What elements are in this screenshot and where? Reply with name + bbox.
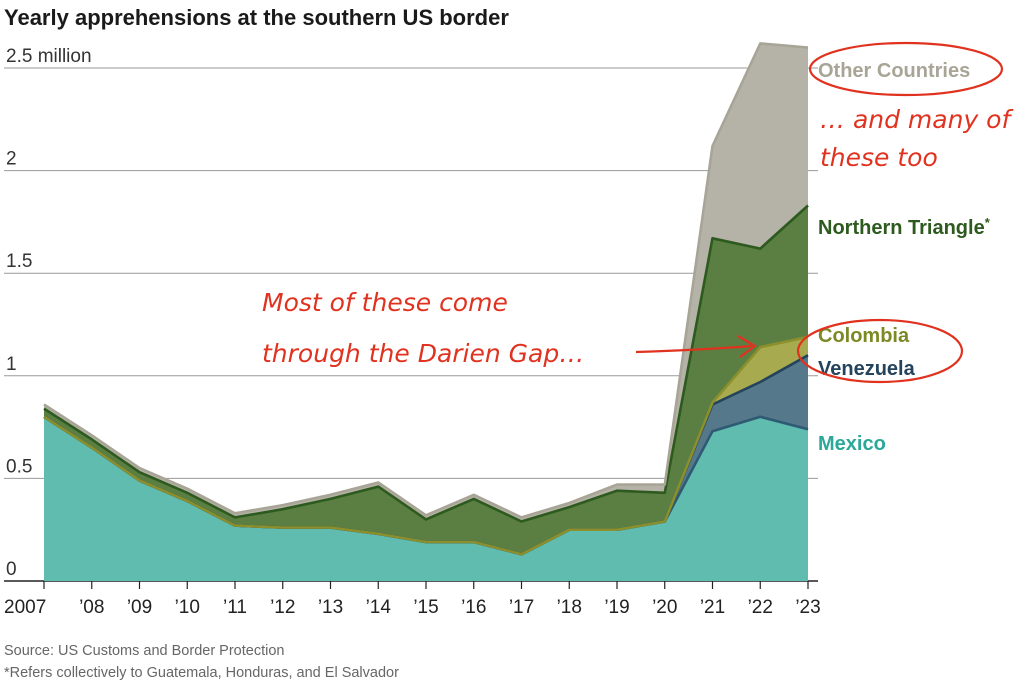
x-tick-label: ’12 bbox=[270, 597, 295, 618]
x-tick-label: ’23 bbox=[795, 597, 820, 618]
annotation-darien: Most of these come through the Darien Ga… bbox=[262, 288, 964, 384]
x-tick-label: ’10 bbox=[175, 597, 200, 618]
x-tick-label: ’17 bbox=[509, 597, 534, 618]
series-label-venezuela: Venezuela bbox=[818, 358, 916, 380]
series-label-northern-triangle: Northern Triangle* bbox=[818, 215, 991, 239]
stacked-areas bbox=[43, 42, 809, 581]
circle-other-countries bbox=[808, 41, 1004, 97]
x-tick-label: ’11 bbox=[223, 597, 247, 618]
x-tick-label: ’14 bbox=[366, 597, 392, 618]
series-label-mexico: Mexico bbox=[818, 433, 886, 455]
x-tick-label: ’22 bbox=[748, 597, 773, 618]
y-tick-label: 2.5 million bbox=[6, 46, 92, 67]
y-tick-label: 2 bbox=[6, 149, 17, 170]
footnote: *Refers collectively to Guatemala, Hondu… bbox=[4, 665, 399, 681]
arrow-head bbox=[737, 335, 757, 358]
x-tick-label: ’21 bbox=[700, 597, 725, 618]
note-darien-line-1: Most of these come bbox=[262, 288, 508, 317]
x-axis: 2007 ’08 ’09 ’10 ’11 ’12 ’13 ’14 ’15 ’16 ’17 ’18 ’19… bbox=[4, 581, 821, 618]
note-darien-line-2: through the Darien Gap… bbox=[262, 339, 584, 368]
x-tick-label: ’13 bbox=[318, 597, 343, 618]
x-tick-label: ’15 bbox=[413, 597, 438, 618]
y-tick-label: 1.5 bbox=[6, 251, 32, 272]
x-tick-label: ’20 bbox=[652, 597, 677, 618]
x-tick-label: ’19 bbox=[604, 597, 629, 618]
y-axis: 0 0.5 1 1.5 2 2.5 million bbox=[6, 46, 92, 580]
annotation-other: … and many of these too bbox=[808, 41, 1018, 172]
x-tick-label: ’08 bbox=[79, 597, 104, 618]
series-line-colombia bbox=[43, 335, 809, 556]
y-tick-label: 0 bbox=[6, 559, 17, 580]
source-note: Source: US Customs and Border Protection bbox=[4, 643, 284, 659]
series-labels: Other Countries Northern Triangle* Colombi… bbox=[818, 60, 991, 455]
area-mexico bbox=[44, 416, 808, 581]
chart-title: Yearly apprehensions at the southern US … bbox=[4, 5, 509, 30]
x-tick-label: ’09 bbox=[127, 597, 152, 618]
series-label-other-countries: Other Countries bbox=[818, 60, 970, 82]
x-tick-label: 2007 bbox=[4, 597, 46, 618]
arrow-line bbox=[635, 344, 753, 354]
circle-colombia-venezuela bbox=[796, 318, 964, 384]
series-line-northern-triangle bbox=[43, 204, 809, 523]
y-tick-label: 1 bbox=[6, 354, 17, 375]
note-many-of-these: … and many of these too bbox=[820, 105, 1018, 172]
y-tick-label: 0.5 bbox=[6, 456, 32, 477]
series-line-other-countries bbox=[43, 42, 809, 519]
x-tick-label: ’18 bbox=[557, 597, 582, 618]
series-label-colombia: Colombia bbox=[818, 325, 910, 347]
x-tick-label: ’16 bbox=[461, 597, 486, 618]
